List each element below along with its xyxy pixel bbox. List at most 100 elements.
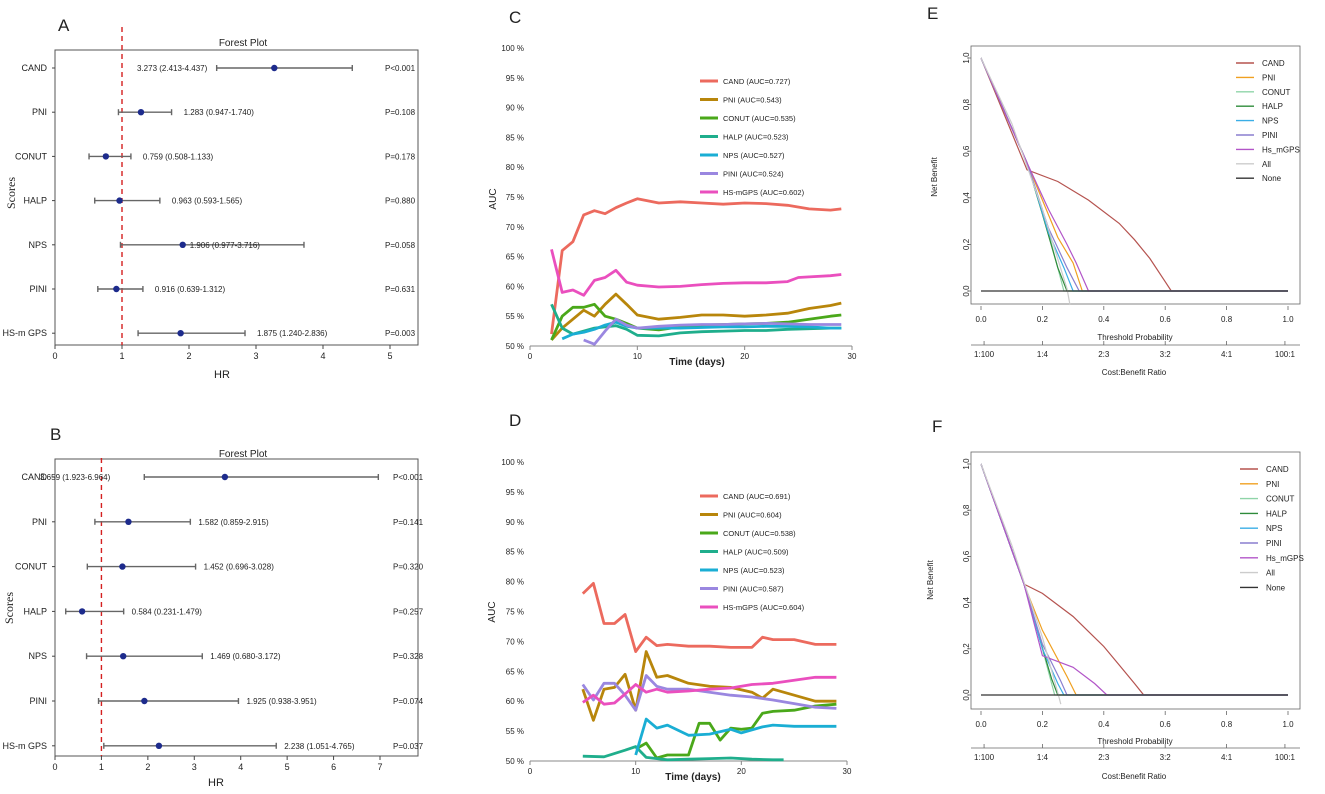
auc-d-ytick-label: 50 % [506,757,524,766]
forest-plot-b-xlabel: HR [208,777,224,789]
auc-d-legend-label-halp: HALP (AUC=0.509) [723,548,789,557]
panel-label-d: D [509,411,521,430]
forest-b-hr-text-hs-m-gps: 2.238 (1.051-4.765) [284,742,355,751]
auc-c-ytick-label: 85 % [506,133,524,142]
forest-a-row-label-pni: PNI [32,107,47,117]
forest-b-pvalue-pini: P=0.074 [393,697,424,706]
forest-b-pvalue-halp: P=0.257 [393,607,424,616]
dca-e-ratio-tick-label: 1:4 [1037,350,1049,359]
dca-f-legend-label-pini: PINI [1266,539,1282,548]
dca-f-legend-label-none: None [1266,583,1286,592]
dca-e-legend-label-pni: PNI [1262,73,1275,82]
forest-a-point-nps [179,241,186,248]
dca-f-legend-label-all: All [1266,569,1275,578]
forest-a-pvalue-nps: P=0.058 [385,241,416,250]
auc-c-ytick-label: 90 % [506,104,524,113]
forest-a-hr-text-halp: 0.963 (0.593-1.565) [172,197,243,206]
auc-chart-d-ylabel: AUC [487,601,498,622]
auc-c-series-line-conut [550,302,842,341]
forest-a-hr-text-pini: 0.916 (0.639-1.312) [155,285,226,294]
dca-e-ratio-tick-label: 4:1 [1221,350,1233,359]
forest-plot-b-frame [54,458,419,757]
dca-e-ytick-label: 0.8 [962,98,971,110]
dca-e-plot-frame [970,45,1301,305]
decision-curve-f: Net Benefit Threshold Probability Cost:B… [926,451,1304,781]
dca-e-ytick-label: 0.0 [962,285,971,297]
auc-d-legend-label-nps: NPS (AUC=0.523) [723,566,785,575]
decision-curve-e-ylabel: Net Benefit [930,156,939,196]
dca-e-curve-pni [980,57,1288,292]
auc-line-chart-c: AUC Time (days) 0 10 20 30 50 % 55 % 60 % 65 % 7… [488,44,857,368]
forest-a-pvalue-hs-m-gps: P=0.003 [385,329,416,338]
forest-b-hr-text-pni: 1.582 (0.859-2.915) [198,518,269,527]
dca-f-legend-label-conut: CONUT [1266,495,1295,504]
dca-e-curve-all [980,57,1071,306]
auc-d-xtick-label: 30 [843,767,852,776]
forest-b-row-label-conut: CONUT [15,562,47,572]
auc-c-ytick-label: 50 % [506,342,524,351]
auc-c-xtick-label: 20 [740,352,749,361]
auc-c-ytick-label: 70 % [506,223,524,232]
dca-f-ytick-label: 0.4 [962,596,971,608]
auc-c-series-line-pni [550,292,842,341]
auc-d-ytick-label: 100 % [501,458,524,467]
auc-d-series-line-conut [635,702,837,760]
dca-f-ratio-tick-label: 100:1 [1275,753,1296,762]
dca-e-ytick-label: 0.2 [962,238,971,250]
forest-b-hr-text-nps: 1.469 (0.680-3.172) [210,652,281,661]
forest-b-hr-text-halp: 0.584 (0.231-1.479) [132,607,203,616]
dca-f-xtick-label: 1.0 [1282,720,1294,729]
forest-b-xtick-label: 5 [285,762,290,772]
dca-e-curve-halp [980,57,1288,292]
forest-b-point-cand [221,473,229,481]
forest-b-row-label-nps: NPS [28,651,47,661]
forest-a-xtick-label: 4 [320,351,325,361]
auc-d-legend-label-hs-mgps: HS-mGPS (AUC=0.604) [723,603,805,612]
dca-e-xtick-label: 0.2 [1037,315,1049,324]
forest-plot-a-ylabel: Scores [4,177,18,209]
dca-f-ratio-tick-label: 2:3 [1098,753,1110,762]
forest-b-point-hs-m-gps [155,742,163,749]
dca-e-ratio-tick-label: 2:3 [1098,350,1110,359]
forest-a-pvalue-cand: P<0.001 [385,64,416,73]
forest-b-point-nps [120,653,127,660]
auc-c-xtick-label: 10 [633,352,642,361]
dca-e-xtick-label: 1.0 [1282,315,1294,324]
auc-c-series-line-pini [583,317,842,346]
auc-d-ytick-label: 55 % [506,727,524,736]
forest-plot-a-title: Forest Plot [219,38,268,49]
auc-c-ytick-label: 55 % [506,312,524,321]
dca-f-ytick-label: 0.0 [962,689,971,701]
dca-e-ratio-tick-label: 3:2 [1160,350,1172,359]
auc-d-legend-label-cand: CAND (AUC=0.691) [723,492,791,501]
dca-f-xtick-label: 0.0 [975,720,987,729]
dca-e-legend-label-halp: HALP [1262,102,1283,111]
dca-e-ytick-label: 0.4 [962,192,971,204]
dca-e-legend-label-cand: CAND [1262,59,1285,68]
auc-c-xtick-label: 0 [528,352,533,361]
dca-f-xtick-label: 0.4 [1098,720,1110,729]
panel-label-b: B [50,425,61,444]
panel-label-f: F [932,417,942,436]
forest-b-row-label-cand: CAND [21,472,47,482]
forest-b-row-label-pini: PINI [29,696,47,706]
forest-b-point-pni [125,518,132,525]
forest-b-pvalue-hs-m-gps: P=0.037 [393,742,424,751]
dca-e-xtick-label: 0.0 [975,315,987,324]
auc-d-series-line-nps [634,717,837,756]
dca-e-legend-label-nps: NPS [1262,117,1278,126]
forest-b-pvalue-pni: P=0.141 [393,518,424,527]
auc-d-series-line-cand [581,582,837,653]
auc-c-legend-label-pini: PINI (AUC=0.524) [723,170,784,179]
decision-curve-e-xlabel: Threshold Probability [1097,333,1172,342]
forest-b-point-conut [119,563,126,570]
forest-b-xtick-label: 0 [52,762,57,772]
forest-a-row-label-halp: HALP [23,196,47,206]
auc-d-ytick-label: 75 % [506,608,524,617]
auc-c-ytick-label: 100 % [501,44,524,53]
forest-b-hr-text-conut: 1.452 (0.696-3.028) [204,563,275,572]
decision-curve-f-ylabel: Net Benefit [926,559,935,599]
auc-c-legend-label-pni: PNI (AUC=0.543) [723,96,782,105]
forest-a-point-pini [113,285,120,293]
